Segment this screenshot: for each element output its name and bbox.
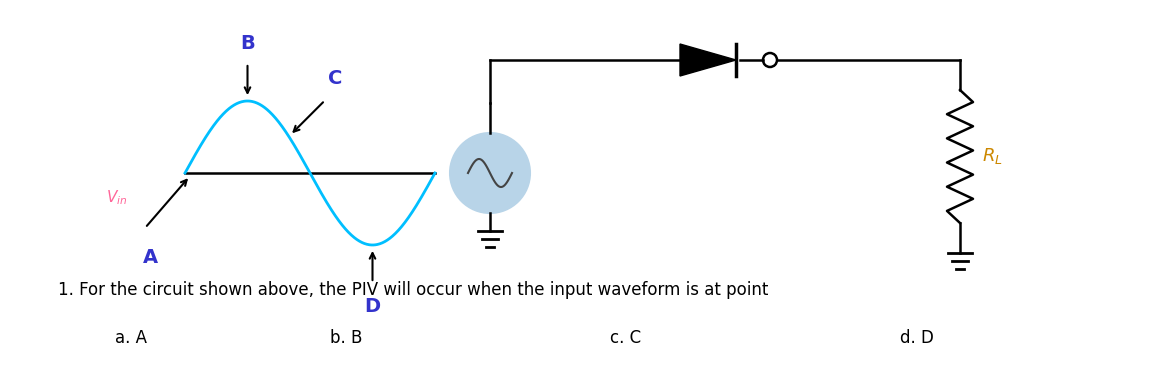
Polygon shape [680, 44, 736, 76]
Text: 1. For the circuit shown above, the PIV will occur when the input waveform is at: 1. For the circuit shown above, the PIV … [58, 281, 768, 299]
Text: d. D: d. D [900, 329, 934, 347]
Text: $R_L$: $R_L$ [982, 147, 1003, 167]
Text: a. A: a. A [115, 329, 146, 347]
Text: D: D [364, 297, 380, 316]
Text: $V_{in}$: $V_{in}$ [106, 189, 128, 207]
Text: C: C [327, 69, 342, 88]
Text: B: B [240, 34, 255, 53]
Text: A: A [143, 248, 158, 267]
Text: c. C: c. C [610, 329, 641, 347]
Text: b. B: b. B [330, 329, 362, 347]
Circle shape [450, 133, 530, 213]
